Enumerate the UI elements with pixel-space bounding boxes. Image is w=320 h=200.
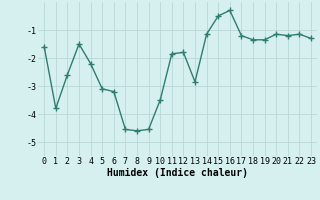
X-axis label: Humidex (Indice chaleur): Humidex (Indice chaleur) xyxy=(107,168,248,178)
